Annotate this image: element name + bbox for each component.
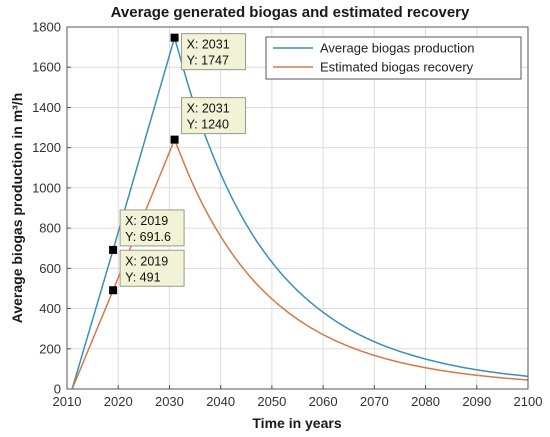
y-tick-label: 1000 — [32, 180, 61, 195]
data-tip-y-label: Y: 491 — [125, 270, 160, 284]
x-tick-label: 2020 — [104, 394, 133, 409]
legend-label-average: Average biogas production — [320, 41, 474, 56]
x-tick-label: 2080 — [411, 394, 440, 409]
x-tick-label: 2070 — [360, 394, 389, 409]
x-axis-ticks: 2010 2020 2030 2040 2050 2060 2070 2080 2090 2100 — [53, 385, 543, 409]
legend-label-recovery: Estimated biogas recovery — [320, 60, 474, 75]
x-tick-label: 2050 — [257, 394, 286, 409]
data-tip-marker — [109, 286, 118, 295]
data-tip-markers — [109, 33, 179, 295]
data-tip-marker — [170, 135, 179, 144]
data-tip-y-label: Y: 691.6 — [125, 230, 171, 244]
series-line-recovery — [71, 138, 529, 390]
y-tick-label: 0 — [54, 382, 61, 397]
plot-frame — [66, 26, 529, 390]
legend-box — [265, 36, 522, 80]
data-tip-marker — [170, 33, 179, 42]
x-tick-label: 2010 — [53, 394, 82, 409]
data-tip-x-label: X: 2019 — [125, 214, 168, 228]
y-tick-label: 400 — [39, 301, 61, 316]
y-tick-label: 1200 — [32, 140, 61, 155]
x-tick-label: 2040 — [206, 394, 235, 409]
chart-title: Average generated biogas and estimated r… — [111, 4, 470, 21]
data-tip-y-label: Y: 1240 — [187, 118, 229, 132]
plot-area — [67, 27, 528, 389]
data-tip-marker — [109, 245, 118, 254]
y-tick-label: 800 — [39, 221, 61, 236]
x-tick-label: 2100 — [514, 394, 543, 409]
data-tip-y-label: Y: 1747 — [187, 54, 229, 68]
data-tip-box — [181, 97, 247, 135]
y-tick-label: 600 — [39, 261, 61, 276]
data-tip-box — [119, 249, 185, 287]
y-tick-label: 1600 — [32, 60, 61, 75]
legend: Average biogas production Estimated biog… — [265, 36, 522, 80]
data-tip-x-label: X: 2019 — [125, 254, 168, 268]
series-lines — [71, 36, 529, 390]
x-tick-label: 2030 — [155, 394, 184, 409]
y-tick-label: 200 — [39, 341, 61, 356]
data-tips: X: 2019 Y: 691.6 X: 2019 Y: 491 X: 2031 Y: 17… — [119, 33, 247, 287]
series-line-average — [71, 36, 529, 390]
y-tick-label: 1400 — [32, 100, 61, 115]
data-tip-x-label: X: 2031 — [187, 102, 230, 116]
x-tick-label: 2060 — [309, 394, 338, 409]
x-axis-label: Time in years — [252, 415, 341, 431]
data-tip-box — [119, 209, 185, 247]
y-axis-ticks: 0 200 400 600 800 1000 1200 1400 1600 1800 — [32, 20, 71, 397]
y-axis-label: Average biogas production in m³/h — [9, 93, 25, 324]
data-tip-box — [181, 33, 247, 71]
data-tip-x-label: X: 2031 — [187, 38, 230, 52]
y-tick-label: 1800 — [32, 20, 61, 35]
x-tick-label: 2090 — [462, 394, 491, 409]
